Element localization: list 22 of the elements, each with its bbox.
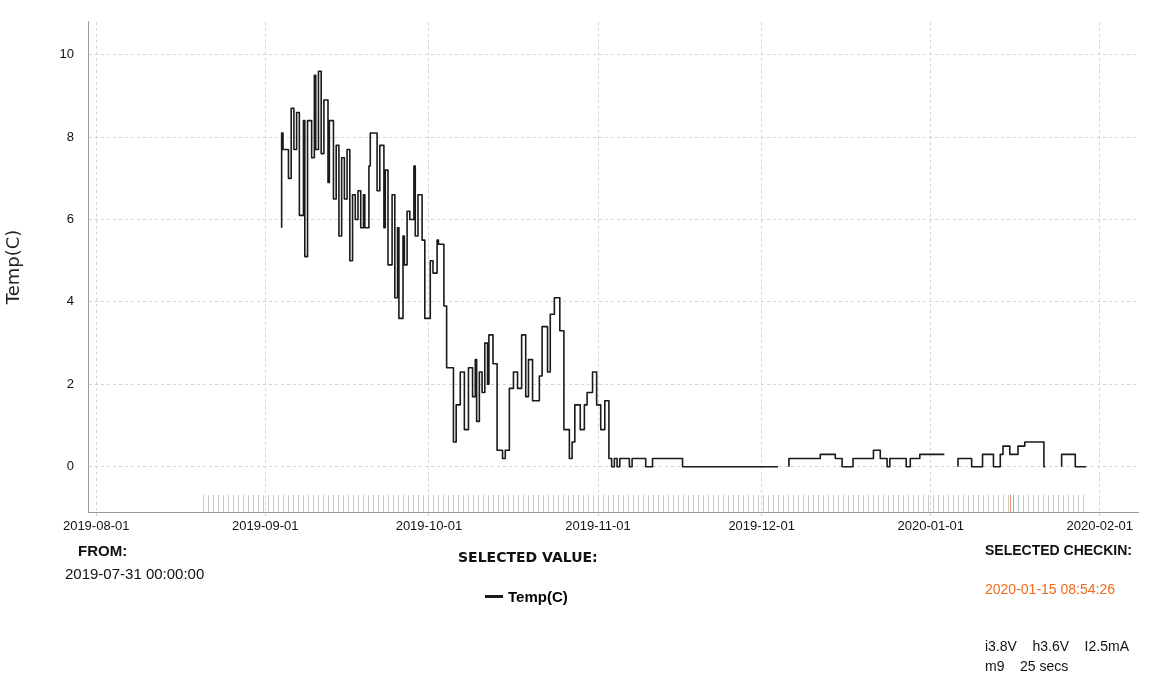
x-tick-label: 2019-12-01 xyxy=(728,518,795,534)
x-tick-label: 2019-10-01 xyxy=(395,518,463,534)
y-tick-label: 0 xyxy=(66,458,74,474)
x-tick-label: 2019-11-01 xyxy=(565,518,631,534)
text: SELECTED VALUE: xyxy=(458,549,598,565)
text: 2020-01-15 08:54:26 xyxy=(985,581,1115,597)
y-tick-label: 10 xyxy=(59,46,74,62)
legend-label: Temp(C) xyxy=(508,588,568,605)
text: i3.8V h3.6V I2.5mA xyxy=(985,638,1129,654)
y-tick-label: 8 xyxy=(66,128,74,144)
text: 2019-07-31 00:00:00 xyxy=(65,565,205,582)
y-tick-label: 4 xyxy=(66,293,74,309)
x-tick-label: 2020-01-01 xyxy=(897,518,964,534)
text: FROM: xyxy=(78,542,128,559)
y-tick-label: 6 xyxy=(66,211,74,227)
x-tick-label: 2019-09-01 xyxy=(232,518,299,534)
text: m9 25 secs xyxy=(985,658,1069,674)
x-tick-label: 2019-08-01 xyxy=(62,518,130,534)
y-tick-label: 2 xyxy=(66,375,74,391)
y-axis-title: Temp(C) xyxy=(2,229,24,306)
x-tick-label: 2020-02-01 xyxy=(1066,518,1134,534)
text: SELECTED CHECKIN: xyxy=(985,542,1133,558)
